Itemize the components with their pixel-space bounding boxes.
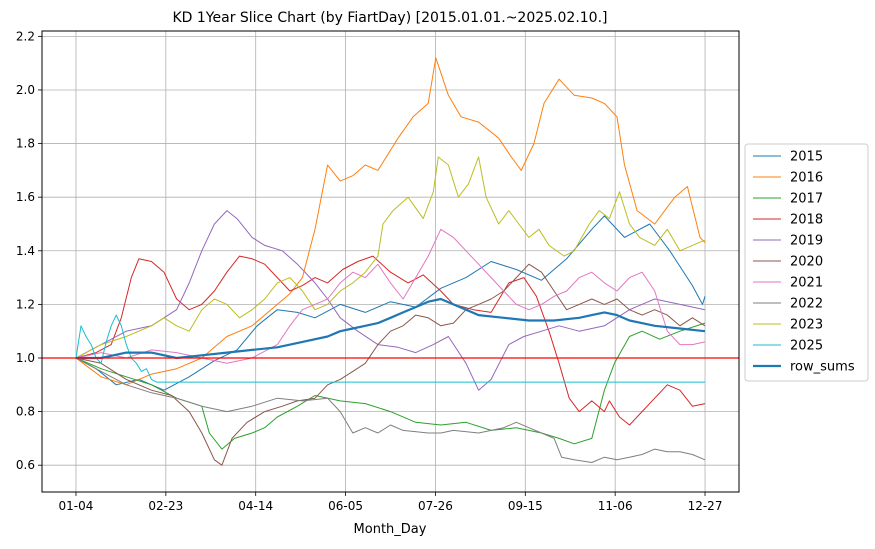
y-tick-label: 0.6 — [16, 458, 35, 472]
y-tick-label: 1.6 — [16, 190, 35, 204]
plot-frame — [41, 30, 740, 493]
legend-label-2022: 2022 — [790, 297, 823, 312]
legend-label-2025: 2025 — [790, 339, 823, 354]
series-line-2016 — [75, 57, 706, 386]
x-tick-label: 09-15 — [508, 499, 543, 513]
x-tick-label: 04-14 — [238, 499, 273, 513]
legend-label-2021: 2021 — [790, 276, 823, 291]
series-line-2018 — [75, 255, 706, 426]
legend-label-2016: 2016 — [790, 171, 823, 186]
axes: 01-04 02-23 04-14 06-05 07-26 09-15 11-06 12-27… — [16, 29, 723, 513]
y-tick-label: 0.8 — [16, 405, 35, 419]
series-line-2023 — [75, 156, 706, 359]
series-line-2017 — [75, 322, 706, 450]
y-tick-label: 2.2 — [16, 29, 35, 43]
series-line-2019 — [75, 210, 706, 391]
x-tick-label: 12-27 — [688, 499, 723, 513]
x-tick-label: 01-04 — [59, 499, 94, 513]
legend-label-2019: 2019 — [790, 234, 823, 249]
x-tick-label: 06-05 — [328, 499, 363, 513]
series-line-2025 — [75, 314, 705, 383]
x-tick-label: 02-23 — [148, 499, 183, 513]
series-line-2022 — [75, 357, 706, 463]
legend-label-2018: 2018 — [790, 213, 823, 228]
series-line-2020 — [75, 263, 706, 466]
legend: 2015 2016 2017 2018 2019 2020 2021 2022 2023 2025… — [744, 143, 869, 382]
legend-label-2017: 2017 — [790, 192, 823, 207]
legend-box — [744, 143, 869, 382]
legend-label-2023: 2023 — [790, 318, 823, 333]
y-tick-label: 1.2 — [16, 297, 35, 311]
series-line-row_sums — [76, 297, 706, 360]
y-tick-label: 2.0 — [16, 83, 35, 97]
legend-label-2020: 2020 — [790, 255, 823, 270]
x-tick-label: 11-06 — [598, 499, 633, 513]
series-line-2015 — [75, 215, 706, 391]
x-axis-label: Month_Day — [354, 522, 427, 537]
plot-area — [42, 57, 739, 466]
legend-label-2015: 2015 — [790, 150, 823, 165]
y-tick-label: 1.4 — [16, 244, 35, 258]
chart-title: KD 1Year Slice Chart (by FiartDay) [2015… — [172, 10, 607, 26]
y-tick-label: 1.8 — [16, 137, 35, 151]
y-tick-label: 1.0 — [16, 351, 35, 365]
x-tick-label: 07-26 — [418, 499, 453, 513]
legend-label-row_sums: row_sums — [790, 360, 855, 375]
